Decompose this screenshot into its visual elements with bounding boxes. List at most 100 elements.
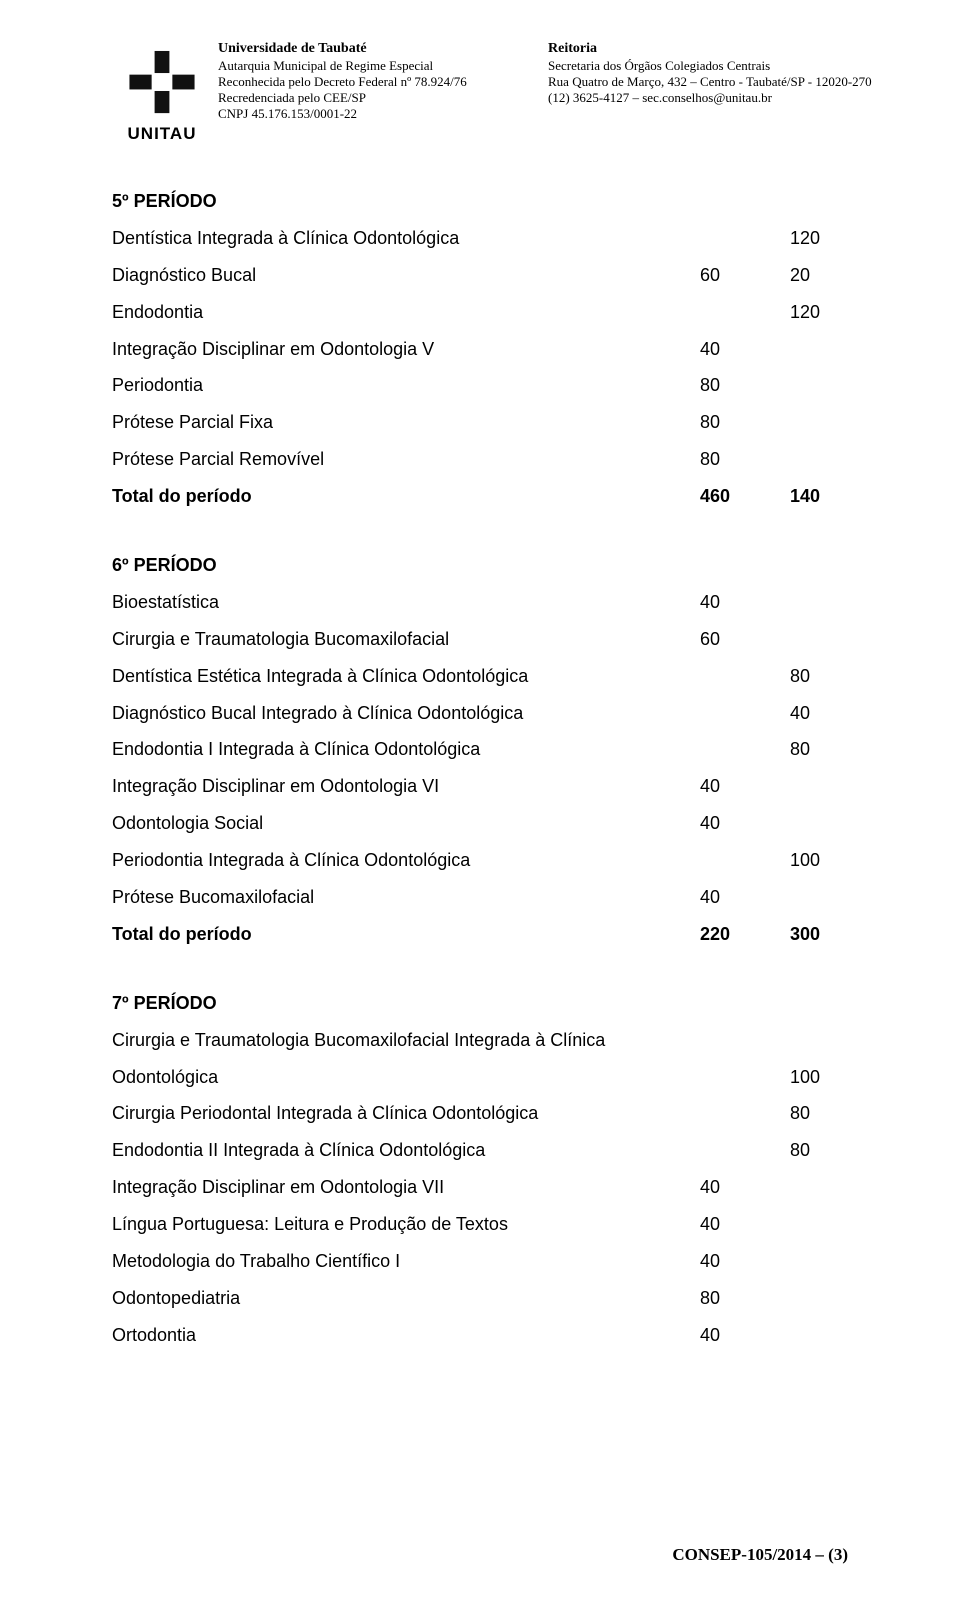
row-col-a: 40 (700, 777, 790, 796)
lh-right-line: Secretaria dos Órgãos Colegiados Centrai… (548, 58, 872, 74)
row-col-a (700, 740, 790, 759)
row-label: Total do período (112, 487, 700, 506)
row-label: Diagnóstico Bucal (112, 266, 700, 285)
table-row: Língua Portuguesa: Leitura e Produção de… (112, 1215, 850, 1234)
table-row: Diagnóstico Bucal6020 (112, 266, 850, 285)
total-row: Total do período460140 (112, 487, 850, 506)
letterhead-left: Universidade de Taubaté Autarquia Munici… (218, 40, 548, 123)
period-title: 5º PERÍODO (112, 192, 850, 211)
row-col-b (790, 1252, 850, 1271)
row-col-b: 80 (790, 740, 850, 759)
lh-left-line: Reconhecida pelo Decreto Federal nº 78.9… (218, 74, 548, 90)
row-label: Integração Disciplinar em Odontologia V (112, 340, 700, 359)
table-row: Integração Disciplinar em Odontologia V4… (112, 340, 850, 359)
row-label: Prótese Parcial Fixa (112, 413, 700, 432)
row-label: Endodontia I Integrada à Clínica Odontol… (112, 740, 700, 759)
table-row: Integração Disciplinar em Odontologia VI… (112, 777, 850, 796)
lh-right-line: (12) 3625-4127 – sec.conselhos@unitau.br (548, 90, 872, 106)
row-col-a: 60 (700, 630, 790, 649)
period-5: 5º PERÍODO Dentística Integrada à Clínic… (112, 192, 850, 506)
total-row: Total do período220300 (112, 925, 850, 944)
period-title: 7º PERÍODO (112, 994, 850, 1013)
table-row: Bioestatística40 (112, 593, 850, 612)
table-row: Cirurgia Periodontal Integrada à Clínica… (112, 1104, 850, 1123)
row-label: Dentística Estética Integrada à Clínica … (112, 667, 700, 686)
table-row: Dentística Integrada à Clínica Odontológ… (112, 229, 850, 248)
period-title: 6º PERÍODO (112, 556, 850, 575)
table-row: Endodontia120 (112, 303, 850, 322)
row-col-a: 40 (700, 888, 790, 907)
row-label: Cirurgia e Traumatologia Bucomaxilofacia… (112, 1031, 700, 1050)
row-col-b: 100 (790, 851, 850, 870)
row-col-a (700, 303, 790, 322)
row-col-a: 80 (700, 413, 790, 432)
row-label: Cirurgia Periodontal Integrada à Clínica… (112, 1104, 700, 1123)
rectory-title: Reitoria (548, 40, 872, 58)
table-row: Endodontia I Integrada à Clínica Odontol… (112, 740, 850, 759)
table-row: Odontopediatria80 (112, 1289, 850, 1308)
row-label: Metodologia do Trabalho Científico I (112, 1252, 700, 1271)
row-col-b: 80 (790, 1141, 850, 1160)
row-col-b (790, 1178, 850, 1197)
row-col-a (700, 1141, 790, 1160)
row-col-a: 460 (700, 487, 790, 506)
row-col-b (790, 630, 850, 649)
row-col-a: 40 (700, 593, 790, 612)
row-col-a: 40 (700, 1215, 790, 1234)
row-col-a: 80 (700, 376, 790, 395)
lh-left-line: Autarquia Municipal de Regime Especial (218, 58, 548, 74)
logo: UNITAU (112, 40, 212, 144)
row-col-b (790, 1289, 850, 1308)
row-label: Periodontia Integrada à Clínica Odontoló… (112, 851, 700, 870)
row-label: Integração Disciplinar em Odontologia VI… (112, 1178, 700, 1197)
content: 5º PERÍODO Dentística Integrada à Clínic… (112, 192, 850, 1345)
row-label: Periodontia (112, 376, 700, 395)
table-row: Prótese Bucomaxilofacial40 (112, 888, 850, 907)
table-row: Cirurgia e Traumatologia Bucomaxilofacia… (112, 1031, 850, 1050)
row-label: Bioestatística (112, 593, 700, 612)
row-label: Cirurgia e Traumatologia Bucomaxilofacia… (112, 630, 700, 649)
row-col-a (700, 1068, 790, 1087)
row-col-a: 40 (700, 1326, 790, 1345)
row-col-b: 20 (790, 266, 850, 285)
row-col-b (790, 450, 850, 469)
row-label: Total do período (112, 925, 700, 944)
row-col-a: 80 (700, 1289, 790, 1308)
row-col-a (700, 667, 790, 686)
table-row: Endodontia II Integrada à Clínica Odonto… (112, 1141, 850, 1160)
lh-left-line: Recredenciada pelo CEE/SP (218, 90, 548, 106)
row-col-b (790, 1031, 850, 1050)
row-label: Odontopediatria (112, 1289, 700, 1308)
row-col-a (700, 704, 790, 723)
table-row: Periodontia80 (112, 376, 850, 395)
table-row: Prótese Parcial Removível80 (112, 450, 850, 469)
row-col-a: 60 (700, 266, 790, 285)
row-col-b: 300 (790, 925, 850, 944)
letterhead: UNITAU Universidade de Taubaté Autarquia… (112, 40, 850, 144)
lh-left-line: CNPJ 45.176.153/0001-22 (218, 106, 548, 122)
row-col-a: 80 (700, 450, 790, 469)
row-col-b (790, 376, 850, 395)
unitau-logo-icon (125, 48, 199, 122)
row-col-b (790, 814, 850, 833)
row-col-a: 220 (700, 925, 790, 944)
row-col-a (700, 229, 790, 248)
row-label: Odontológica (112, 1068, 700, 1087)
letterhead-right: Reitoria Secretaria dos Órgãos Colegiado… (548, 40, 872, 123)
row-col-b: 120 (790, 229, 850, 248)
row-col-a: 40 (700, 1252, 790, 1271)
table-row: Odontológica100 (112, 1068, 850, 1087)
row-col-b (790, 413, 850, 432)
univ-name: Universidade de Taubaté (218, 40, 548, 58)
row-label: Dentística Integrada à Clínica Odontológ… (112, 229, 700, 248)
period-7: 7º PERÍODO Cirurgia e Traumatologia Buco… (112, 994, 850, 1345)
row-col-b (790, 593, 850, 612)
table-row: Cirurgia e Traumatologia Bucomaxilofacia… (112, 630, 850, 649)
row-col-b (790, 1215, 850, 1234)
row-col-a: 40 (700, 814, 790, 833)
table-row: Periodontia Integrada à Clínica Odontoló… (112, 851, 850, 870)
page-footer: CONSEP-105/2014 – (3) (672, 1545, 848, 1565)
table-row: Diagnóstico Bucal Integrado à Clínica Od… (112, 704, 850, 723)
row-col-b: 80 (790, 1104, 850, 1123)
row-col-b: 80 (790, 667, 850, 686)
